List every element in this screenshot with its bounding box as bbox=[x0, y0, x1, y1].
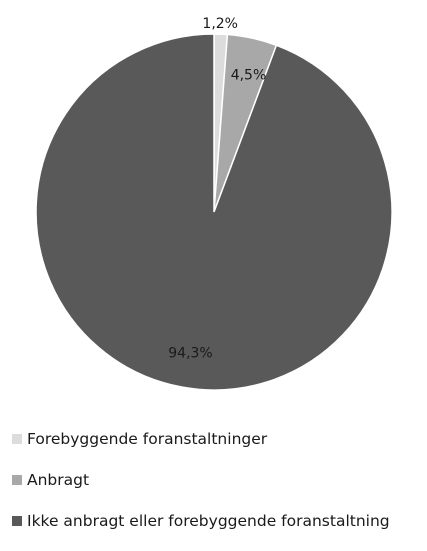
legend-item-forebyggende: Forebyggende foranstaltninger bbox=[12, 428, 390, 450]
legend-swatch-anbragt bbox=[12, 475, 22, 485]
legend-label-anbragt: Anbragt bbox=[27, 471, 90, 489]
pie-slices bbox=[35, 33, 393, 391]
legend-swatch-ikke-anbragt bbox=[12, 516, 22, 526]
data-label-ikke-anbragt: 94,3% bbox=[168, 346, 212, 362]
pie-slice-ikke-anbragt bbox=[35, 33, 393, 391]
legend-item-ikke-anbragt: Ikke anbragt eller forebyggende foransta… bbox=[12, 510, 390, 532]
legend: Forebyggende foranstaltninger Anbragt Ik… bbox=[12, 428, 390, 551]
legend-swatch-forebyggende bbox=[12, 434, 22, 444]
legend-label-ikke-anbragt: Ikke anbragt eller forebyggende foransta… bbox=[27, 512, 390, 530]
data-label-anbragt: 4,5% bbox=[231, 67, 267, 83]
pie-data-labels: 1,2% 4,5% 94,3% bbox=[168, 16, 266, 362]
legend-label-forebyggende: Forebyggende foranstaltninger bbox=[27, 430, 268, 448]
pie-chart: 1,2% 4,5% 94,3% bbox=[35, 16, 393, 391]
legend-item-anbragt: Anbragt bbox=[12, 469, 390, 491]
data-label-forebyggende: 1,2% bbox=[202, 16, 238, 32]
